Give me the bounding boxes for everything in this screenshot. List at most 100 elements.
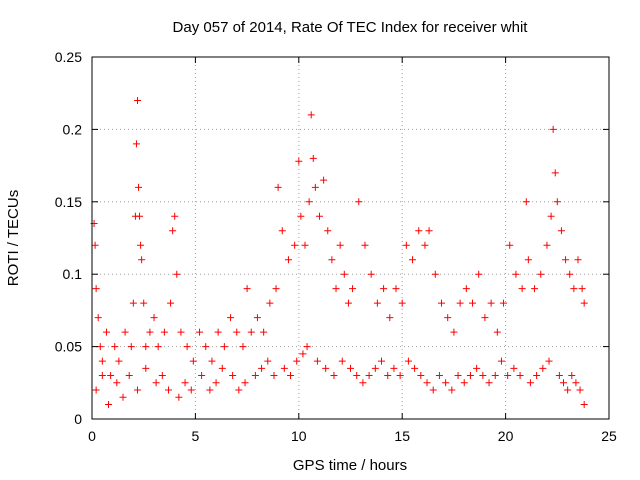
data-point: [417, 372, 425, 380]
data-point: [233, 328, 241, 336]
data-point: [133, 96, 141, 104]
data-point: [386, 314, 394, 322]
data-point: [396, 372, 404, 380]
data-point: [287, 372, 295, 380]
data-point: [135, 183, 143, 191]
data-point: [423, 379, 431, 387]
data-point: [94, 314, 102, 322]
x-tick-label: 25: [601, 428, 617, 444]
data-point: [473, 364, 481, 372]
data-point: [531, 285, 539, 293]
x-axis-label: GPS time / hours: [293, 457, 407, 474]
data-point: [537, 270, 545, 278]
data-point: [545, 357, 553, 365]
data-point: [293, 357, 301, 365]
y-tick-label: 0: [74, 411, 82, 427]
data-point: [557, 227, 565, 235]
data-point: [500, 299, 508, 307]
data-point: [390, 364, 398, 372]
data-point: [454, 372, 462, 380]
data-point: [297, 212, 305, 220]
data-point: [421, 241, 429, 249]
data-point: [235, 386, 243, 394]
data-point: [324, 227, 332, 235]
data-point: [384, 372, 392, 380]
data-point: [518, 285, 526, 293]
data-point: [553, 198, 561, 206]
data-point: [258, 364, 266, 372]
data-point: [305, 198, 313, 206]
data-point: [526, 379, 534, 387]
data-point: [479, 372, 487, 380]
data-point: [338, 357, 346, 365]
data-point: [165, 386, 173, 394]
data-point: [152, 379, 160, 387]
data-point: [380, 285, 388, 293]
data-point: [303, 343, 311, 351]
data-point: [175, 393, 183, 401]
data-point: [506, 241, 514, 249]
data-point: [429, 386, 437, 394]
data-point: [214, 328, 222, 336]
data-point: [107, 372, 115, 380]
data-point: [551, 169, 559, 177]
data-point: [568, 372, 576, 380]
data-point: [580, 401, 588, 409]
data-point: [425, 227, 433, 235]
data-point: [398, 299, 406, 307]
data-point: [150, 314, 158, 322]
data-point: [196, 328, 204, 336]
data-point: [462, 285, 470, 293]
x-tick-label: 10: [291, 428, 307, 444]
data-point: [241, 379, 249, 387]
data-point: [198, 372, 206, 380]
data-point: [409, 256, 417, 264]
data-point: [328, 256, 336, 264]
x-tick-label: 5: [192, 428, 200, 444]
data-point: [466, 372, 474, 380]
data-point: [450, 328, 458, 336]
data-point: [504, 372, 512, 380]
data-point: [121, 328, 129, 336]
data-point: [91, 241, 99, 249]
data-point: [344, 299, 352, 307]
data-point: [220, 343, 228, 351]
data-point: [239, 343, 247, 351]
y-tick-labels: 0 0.05 0.1 0.15 0.2 0.25: [55, 49, 82, 427]
data-point: [295, 157, 303, 165]
data-point: [353, 372, 361, 380]
data-point: [481, 314, 489, 322]
x-tick-label: 15: [394, 428, 410, 444]
data-point: [98, 357, 106, 365]
data-point: [138, 256, 146, 264]
data-point: [270, 372, 278, 380]
data-point: [177, 328, 185, 336]
data-point: [136, 212, 144, 220]
data-points: [90, 96, 588, 409]
data-point: [206, 386, 214, 394]
data-point: [167, 299, 175, 307]
axis-ticks: [91, 56, 610, 420]
data-point: [365, 372, 373, 380]
data-point: [336, 241, 344, 249]
data-point: [510, 364, 518, 372]
data-point: [361, 241, 369, 249]
grid-lines: [92, 57, 609, 419]
y-tick-label: 0.25: [55, 49, 82, 65]
data-point: [411, 364, 419, 372]
data-point: [402, 241, 410, 249]
data-point: [570, 285, 578, 293]
data-point: [243, 285, 251, 293]
data-point: [359, 379, 367, 387]
data-point: [322, 364, 330, 372]
data-point: [169, 227, 177, 235]
data-point: [493, 328, 501, 336]
data-point: [247, 328, 255, 336]
data-point: [274, 183, 282, 191]
data-point: [522, 198, 530, 206]
data-point: [173, 270, 181, 278]
data-point: [309, 154, 317, 162]
data-point: [227, 314, 235, 322]
data-point: [404, 357, 412, 365]
